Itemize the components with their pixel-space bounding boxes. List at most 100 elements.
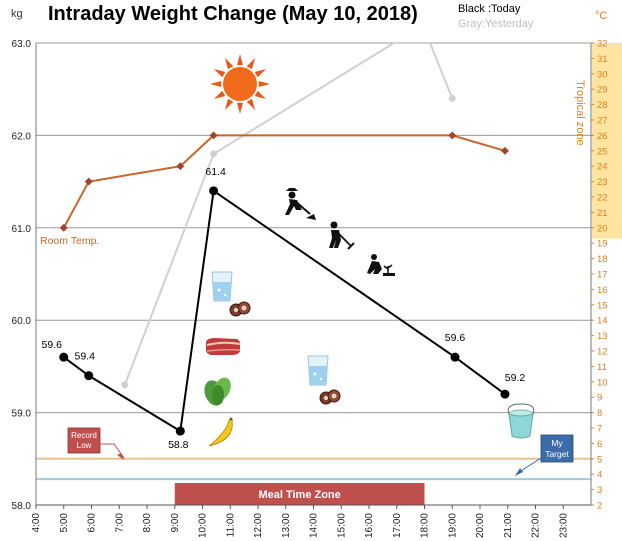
yesterday-point: [210, 150, 218, 158]
yesterday-line: [123, 42, 454, 386]
x-tick-label: 19:00: [447, 513, 458, 538]
room-temp-point: [59, 223, 68, 232]
y-right-tick-label: 29: [597, 85, 608, 96]
x-tick-label: 16:00: [364, 513, 375, 538]
y-right-tick-label: 22: [597, 193, 608, 204]
x-tick-label: 11:00: [225, 513, 236, 538]
x-tick-label: 6:00: [87, 513, 98, 533]
y-right-tick-label: 9: [597, 393, 602, 404]
y-right-tick-label: 10: [597, 377, 608, 388]
y-left-tick-label: 59.0: [12, 409, 32, 420]
legend-today: Black :Today: [458, 3, 521, 15]
today-point: [500, 389, 510, 399]
y-left-tick-label: 61.0: [12, 224, 32, 235]
today-data-label: 59.4: [75, 351, 96, 363]
record-low-box: [67, 427, 101, 454]
today-point: [175, 426, 185, 436]
farmer-hoe-icon: [285, 188, 316, 220]
raking-icon: [329, 221, 355, 250]
tropical-zone-label: Tropical zone: [574, 80, 586, 146]
y-right-tick-label: 26: [597, 131, 608, 142]
y-left-tick-label: 62.0: [12, 131, 32, 142]
yesterday-point: [448, 94, 456, 102]
chart-title: Intraday Weight Change (May 10, 2018): [48, 3, 418, 25]
today-data-label: 58.8: [168, 439, 189, 451]
y-right-tick-label: 6: [597, 439, 602, 450]
bucket-icon: [507, 403, 535, 439]
x-tick-label: 7:00: [114, 513, 125, 533]
room-temp-point: [448, 131, 457, 140]
yesterday-point: [121, 381, 129, 389]
legend-yesterday: Gray:Yesterday: [458, 18, 534, 30]
x-tick-label: 10:00: [198, 513, 209, 538]
y-right-tick-label: 21: [597, 208, 608, 219]
y-right-tick-label: 4: [597, 470, 602, 481]
x-tick-label: 14:00: [309, 513, 320, 538]
y-right-tick-label: 27: [597, 116, 608, 127]
y-right-tick-label: 14: [597, 316, 608, 327]
water-glass-icon: [211, 271, 233, 302]
y-left-tick-label: 60.0: [12, 316, 32, 327]
x-tick-label: 21:00: [503, 513, 514, 538]
right-axis-unit: °C: [595, 10, 608, 22]
x-tick-label: 5:00: [59, 513, 70, 533]
y-right-tick-label: 3: [597, 485, 602, 496]
y-right-tick-label: 19: [597, 239, 608, 250]
target-label-line1: My: [551, 438, 563, 448]
y-right-tick-label: 8: [597, 408, 602, 419]
record-low-arrowhead: [117, 453, 124, 460]
x-tick-label: 15:00: [336, 513, 347, 538]
today-point: [450, 352, 460, 362]
sun-icon: [210, 54, 270, 114]
y-right-tick-label: 30: [597, 69, 608, 80]
cookies-icon: [319, 389, 341, 405]
left-axis-unit: kg: [11, 8, 23, 20]
today-line: [63, 189, 506, 433]
x-tick-label: 22:00: [531, 513, 542, 538]
x-tick-label: 12:00: [253, 513, 264, 538]
today-data-label: 61.4: [205, 166, 226, 178]
y-right-tick-label: 7: [597, 424, 602, 435]
banana-icon: [208, 417, 233, 447]
cookies-icon: [229, 301, 251, 317]
room-temp-point: [501, 146, 509, 155]
y-right-tick-label: 31: [597, 54, 608, 65]
room-temp-point: [176, 162, 185, 171]
y-right-tick-label: 24: [597, 162, 608, 173]
room-temp-label: Room Temp.: [40, 235, 99, 247]
record-low-label-line1: Record: [71, 431, 97, 440]
y-right-tick-label: 25: [597, 146, 608, 157]
x-tick-label: 18:00: [420, 513, 431, 538]
target-arrowhead: [515, 468, 523, 476]
y-right-tick-label: 28: [597, 100, 608, 111]
y-left-tick-label: 63.0: [12, 39, 32, 50]
meat-icon: [205, 338, 241, 355]
today-data-label: 59.6: [445, 332, 466, 344]
meal-time-zone-label: Meal Time Zone: [258, 489, 340, 501]
y-left-tick-label: 58.0: [12, 501, 32, 512]
today-point: [209, 186, 219, 196]
y-right-tick-label: 16: [597, 285, 608, 296]
room-temp-point: [84, 177, 93, 186]
y-right-tick-label: 5: [597, 454, 602, 465]
room-temp-line: [62, 134, 506, 229]
target-label-line2: Target: [545, 449, 569, 459]
tropical-zone-band: [592, 43, 622, 239]
x-tick-label: 13:00: [281, 513, 292, 538]
x-tick-label: 4:00: [31, 513, 42, 533]
today-data-label: 59.2: [505, 372, 526, 384]
lettuce-icon: [204, 377, 231, 406]
y-right-tick-label: 32: [597, 39, 608, 50]
x-tick-label: 23:00: [558, 513, 569, 538]
x-tick-label: 8:00: [142, 513, 153, 533]
x-tick-label: 17:00: [392, 513, 403, 538]
today-data-label: 59.6: [42, 339, 63, 351]
x-tick-label: 9:00: [170, 513, 181, 533]
record-low-label-line2: Low: [77, 441, 92, 450]
room-temp-point: [209, 131, 218, 140]
y-right-tick-label: 17: [597, 270, 608, 281]
water-glass-icon: [307, 355, 329, 386]
y-right-tick-label: 18: [597, 254, 608, 265]
y-right-tick-label: 13: [597, 331, 608, 342]
